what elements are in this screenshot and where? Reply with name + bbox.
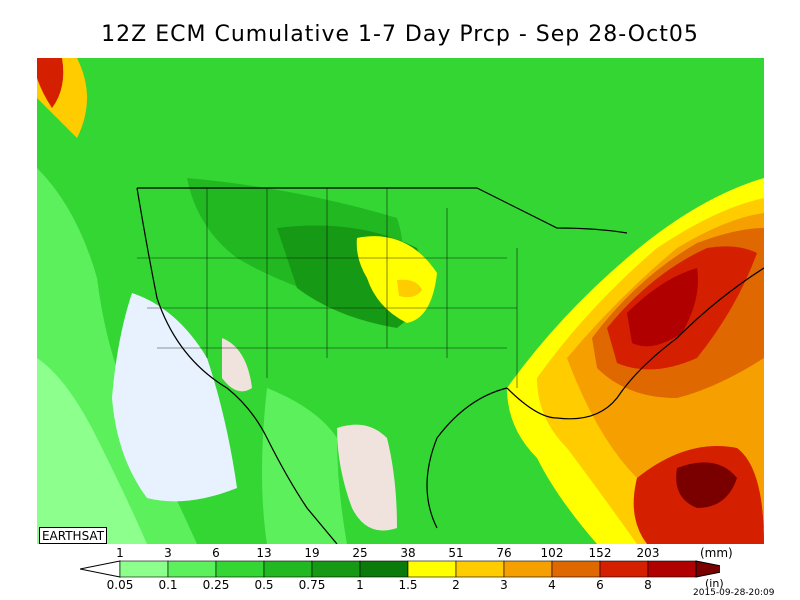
legend-in-label: 0.25 [202, 578, 230, 592]
map-title: 12Z ECM Cumulative 1-7 Day Prcp - Sep 28… [101, 22, 699, 47]
legend-mm-unit: (mm) [700, 546, 733, 560]
legend-mm-label: 51 [448, 546, 464, 560]
legend-mm-label: 203 [636, 546, 660, 560]
legend-swatch-1 [119, 560, 169, 578]
legend-mm-label: 3 [164, 546, 172, 560]
legend-in-label: 0.1 [158, 578, 178, 592]
legend-mm-label: 13 [256, 546, 272, 560]
legend-in-label: 0.5 [254, 578, 274, 592]
legend-swatch-6 [359, 560, 409, 578]
legend-swatch-10 [551, 560, 601, 578]
legend-in-label: 3 [500, 578, 508, 592]
legend-swatch-7 [407, 560, 457, 578]
legend-color-scale [80, 560, 720, 578]
legend-mm-label: 6 [212, 546, 220, 560]
legend-swatch-0 [80, 560, 121, 578]
legend-in-label: 6 [596, 578, 604, 592]
legend-in-label: 2 [452, 578, 460, 592]
legend-swatch-4 [263, 560, 313, 578]
legend-swatch-12 [647, 560, 697, 578]
legend-swatch-9 [503, 560, 553, 578]
legend-in-label: 0.75 [298, 578, 326, 592]
legend-swatch-2 [167, 560, 217, 578]
legend-in-label: 4 [548, 578, 556, 592]
legend-in-label: 0.05 [106, 578, 134, 592]
legend-in-label: 8 [644, 578, 652, 592]
legend-mm-label: 152 [588, 546, 612, 560]
precipitation-map [37, 58, 764, 544]
legend-mm-label: 76 [496, 546, 512, 560]
legend-mm-label: 19 [304, 546, 320, 560]
legend-in-label: 1.5 [398, 578, 418, 592]
legend-in-unit: (in) [705, 577, 724, 590]
legend-swatch-11 [599, 560, 649, 578]
legend-mm-label: 38 [400, 546, 416, 560]
legend-swatch-13 [695, 560, 720, 578]
timestamp: 2015-09-28-20:09 [693, 588, 775, 598]
legend-mm-label: 1 [116, 546, 124, 560]
legend-mm-label: 25 [352, 546, 368, 560]
earthsat-watermark: EARTHSAT [39, 527, 107, 544]
legend-swatch-3 [215, 560, 265, 578]
legend-swatch-8 [455, 560, 505, 578]
legend-swatch-5 [311, 560, 361, 578]
legend-mm-label: 102 [540, 546, 564, 560]
legend-in-label: 1 [356, 578, 364, 592]
